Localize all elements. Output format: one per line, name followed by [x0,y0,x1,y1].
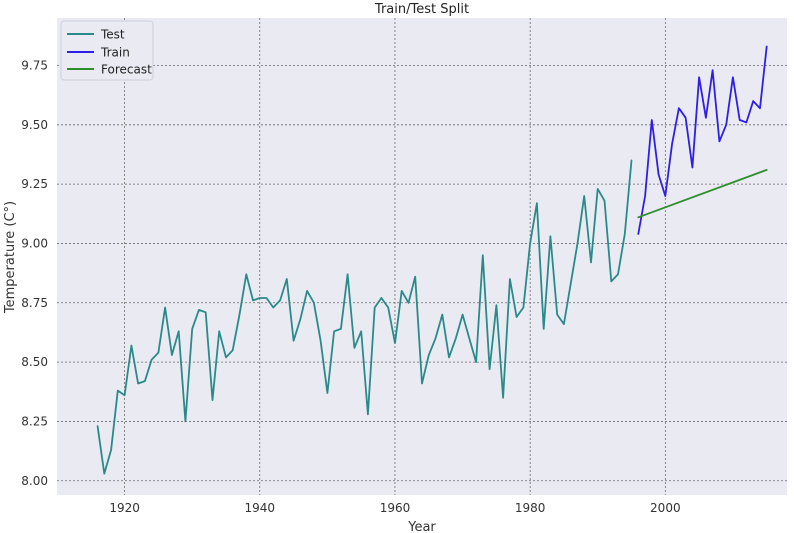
y-tick-label: 8.00 [21,474,48,488]
legend: Test Train Forecast [60,20,154,81]
y-tick-label: 9.50 [21,118,48,132]
y-tick-label: 9.25 [21,177,48,191]
x-tick-label: 2000 [650,501,681,515]
legend-label-train: Train [100,46,130,60]
series-line-train [637,45,768,235]
y-tick-label: 8.75 [21,296,48,310]
series-line-test [96,159,633,475]
x-axis-label: Year [407,520,436,533]
x-tick-label: 1920 [109,501,140,515]
series-line-forecast [637,168,768,219]
y-tick-label: 9.75 [21,58,48,72]
x-tick-label: 1940 [245,501,276,515]
chart-title: Train/Test Split [374,2,469,17]
y-axis-label: Temperature (C°) [3,201,18,314]
y-tick-label: 8.50 [21,355,48,369]
legend-label-test: Test [100,28,125,42]
x-tick-label: 1960 [380,501,411,515]
y-tick-label: 8.25 [21,414,48,428]
x-tick-label: 1980 [515,501,546,515]
plot-area [57,18,787,495]
legend-label-forecast: Forecast [101,63,152,77]
tick-labels: 1920 1940 1960 1980 2000 8.00 8.25 8.50 8.75 9.00… [21,58,680,515]
series-lines [96,45,768,475]
grid-lines [57,18,787,495]
legend-box [60,20,154,81]
y-tick-label: 9.00 [21,236,48,250]
